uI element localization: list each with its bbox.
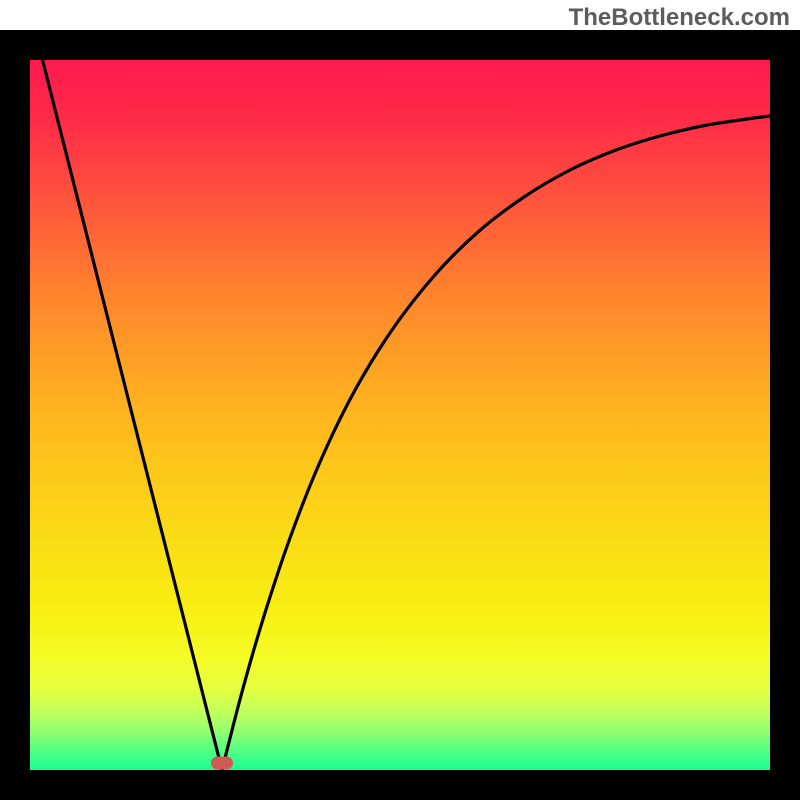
plot-area <box>30 60 770 770</box>
chart-frame <box>0 30 800 800</box>
chart-container: { "watermark": { "text": "TheBottleneck.… <box>0 0 800 800</box>
bottleneck-curve <box>30 60 770 770</box>
watermark-text: TheBottleneck.com <box>569 4 790 32</box>
curve-path <box>40 60 770 770</box>
optimal-point-marker <box>211 757 233 770</box>
